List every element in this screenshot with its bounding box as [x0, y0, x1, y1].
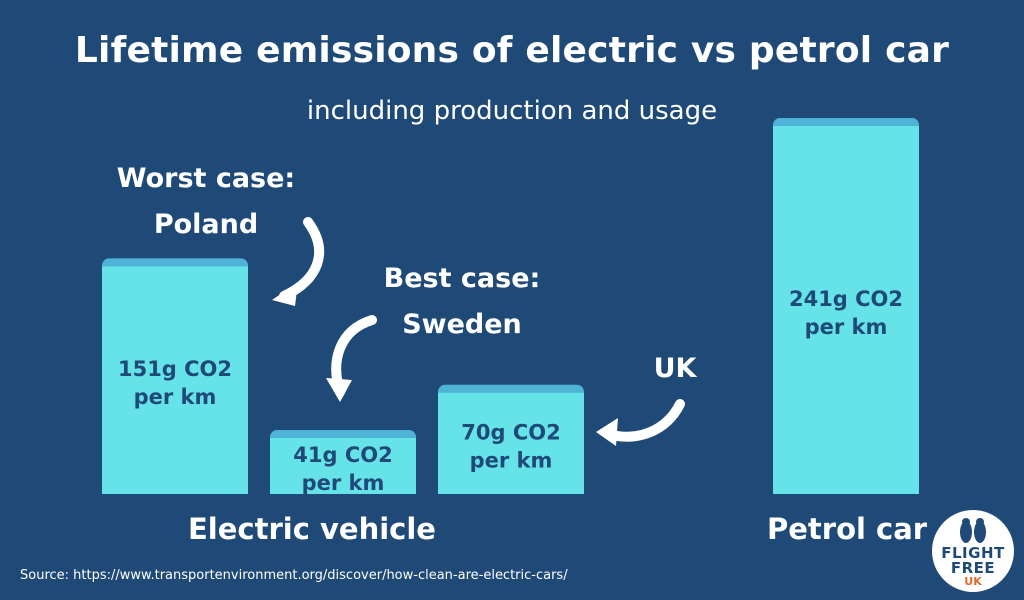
category-electric-vehicle: Electric vehicle	[188, 512, 436, 546]
bar-label-line2-2: per km	[470, 448, 553, 472]
annotation-uk: UK	[630, 346, 720, 392]
bar-label-line1-0: 151g CO2	[118, 357, 232, 381]
bar-label-line2-0: per km	[134, 385, 217, 409]
bar-label-line1-1: 41g CO2	[293, 443, 392, 467]
annotation-best-case: Best case: Sweden	[352, 256, 572, 348]
annotation-uk-line1: UK	[653, 353, 697, 384]
chart-title: Lifetime emissions of electric vs petrol…	[74, 30, 950, 71]
source-link[interactable]: Source: https://www.transportenvironment…	[20, 568, 568, 583]
bar-body-2	[438, 392, 584, 494]
logo-line1: FLIGHT	[941, 544, 1005, 562]
bar-1: 41g CO2 per km	[270, 430, 416, 495]
chart-subtitle: including production and usage	[306, 96, 718, 126]
annotation-worst-case-line1: Worst case:	[116, 163, 296, 194]
bar-label-line2-3: per km	[805, 315, 888, 339]
bar-body-3	[773, 126, 919, 494]
category-petrol-car: Petrol car	[767, 512, 928, 546]
bar-label-line1-2: 70g CO2	[461, 420, 560, 444]
bar-3: 241g CO2 per km	[773, 118, 919, 494]
arrow-sweden-icon	[326, 315, 377, 402]
logo-line3: UK	[964, 575, 982, 588]
annotation-best-case-line1: Best case:	[383, 263, 541, 294]
logo-line2: FREE	[950, 559, 996, 577]
annotation-worst-case-line2: Poland	[153, 209, 259, 240]
bar-label-line2-1: per km	[302, 471, 385, 495]
bar-0: 151g CO2 per km	[102, 258, 248, 494]
annotation-best-case-line2: Sweden	[402, 309, 522, 340]
arrow-uk-icon	[596, 399, 685, 446]
bar-2: 70g CO2 per km	[438, 384, 584, 494]
bar-body-0	[102, 266, 248, 494]
flight-free-uk-logo: FLIGHT FREE UK	[932, 510, 1014, 592]
two-birds-icon	[960, 518, 986, 543]
arrow-poland-icon	[272, 217, 325, 306]
bar-label-line1-3: 241g CO2	[789, 287, 903, 311]
bar-body-1	[270, 438, 416, 494]
annotation-worst-case: Worst case: Poland	[96, 156, 316, 248]
